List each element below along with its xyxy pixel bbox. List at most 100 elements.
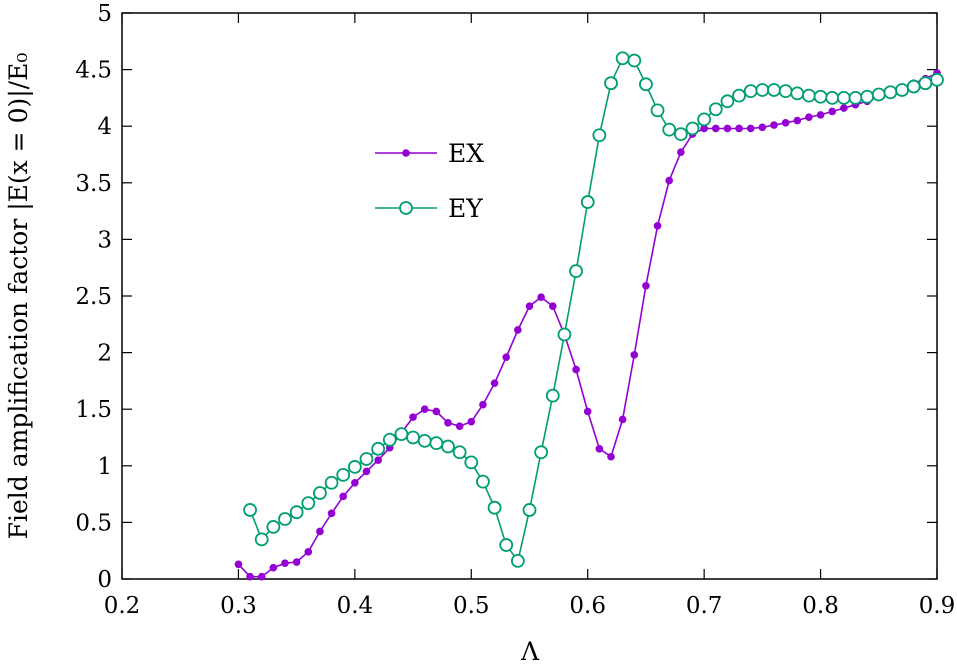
- data-point-ey: [580, 195, 595, 209]
- data-point-ex: [432, 407, 441, 416]
- data-point-ey: [732, 88, 746, 103]
- data-point-ex: [514, 326, 522, 334]
- data-point-ex: [292, 558, 301, 566]
- legend-entry-ex: EX: [375, 139, 484, 168]
- data-point-ey: [301, 496, 316, 511]
- data-point-ex: [304, 548, 313, 556]
- data-point-ex: [548, 302, 557, 310]
- x-tick-label: 0.5: [453, 593, 490, 619]
- data-point-ey: [452, 445, 467, 460]
- x-tick-label: 0.9: [919, 593, 956, 619]
- data-point-ex: [607, 452, 615, 461]
- data-point-ey: [313, 486, 327, 500]
- data-point-ex: [816, 111, 825, 119]
- data-point-ey: [848, 91, 863, 105]
- data-point-ey: [359, 452, 374, 466]
- data-point-ex: [805, 113, 813, 121]
- data-point-ex: [653, 222, 662, 230]
- legend: EX EY: [375, 139, 484, 223]
- ticks: [121, 12, 938, 580]
- data-point-ex: [409, 413, 417, 421]
- x-tick-label: 0.8: [802, 593, 839, 619]
- y-tick-label: 5: [97, 1, 112, 27]
- data-point-ey: [871, 87, 886, 102]
- data-point-ex: [828, 107, 837, 116]
- data-point-ex: [618, 415, 627, 424]
- data-point-ey: [685, 121, 700, 136]
- series-line-ex: [237, 72, 938, 578]
- data-point-ey: [825, 91, 840, 105]
- data-point-ey: [545, 388, 560, 403]
- data-point-ey: [673, 127, 688, 142]
- series-ey: [243, 51, 944, 568]
- data-point-ey: [347, 460, 362, 474]
- data-point-ey: [510, 553, 525, 568]
- data-point-ey: [476, 474, 490, 489]
- y-tick-label: 4: [97, 114, 112, 140]
- data-point-ex: [525, 302, 534, 310]
- data-point-ey: [394, 427, 409, 442]
- data-point-ex: [537, 293, 545, 301]
- data-point-ex: [572, 365, 580, 374]
- data-point-ex: [840, 104, 848, 112]
- data-point-ey: [743, 84, 758, 99]
- data-point-ey: [639, 77, 653, 92]
- data-point-ex: [793, 116, 802, 125]
- data-point-ex: [467, 417, 476, 426]
- series-layer: [234, 51, 944, 581]
- data-point-ey: [382, 432, 397, 447]
- data-point-ex: [234, 560, 243, 569]
- data-point-ey: [499, 538, 514, 552]
- data-point-ey: [802, 88, 816, 103]
- data-point-ey: [406, 430, 420, 445]
- legend-label: EY: [448, 194, 483, 223]
- tick-labels: 0.2 0.3 0.4 0.5 0.6 0.7 0.8 0.9 0 0.5 1 1.5 2 2.5 3 3.5…: [75, 1, 955, 619]
- data-point-ex: [339, 492, 348, 501]
- data-point-ex: [420, 405, 429, 414]
- data-point-ey: [627, 53, 642, 68]
- data-point-ey: [278, 512, 292, 526]
- y-tick-label: 4.5: [75, 58, 112, 84]
- data-point-ey: [243, 503, 257, 517]
- x-tick-label: 0.7: [686, 593, 723, 619]
- data-point-ey: [429, 436, 444, 451]
- data-point-ey: [836, 91, 851, 105]
- data-point-ey: [592, 128, 607, 143]
- data-point-ex: [630, 351, 639, 359]
- data-point-ey: [604, 76, 618, 91]
- x-axis-title: Λ: [520, 637, 540, 664]
- legend-entry-ey: EY: [375, 194, 483, 223]
- data-point-ey: [569, 264, 583, 278]
- data-point-ey: [522, 503, 537, 517]
- data-point-ey: [790, 86, 805, 101]
- data-point-ex: [595, 445, 604, 453]
- data-point-ex: [316, 527, 324, 536]
- x-tick-label: 0.4: [337, 593, 374, 619]
- data-point-ex: [781, 119, 790, 127]
- data-point-ex: [351, 478, 359, 487]
- data-point-ex: [665, 176, 674, 185]
- data-point-ex: [758, 123, 767, 132]
- data-point-ey: [336, 467, 351, 482]
- data-point-ex: [583, 407, 592, 416]
- data-point-ey: [860, 89, 875, 104]
- y-tick-label: 2: [97, 341, 112, 367]
- y-tick-label: 3.5: [75, 171, 112, 197]
- y-tick-label: 1.5: [75, 397, 112, 423]
- data-point-ex: [770, 121, 778, 129]
- data-point-ex: [479, 400, 487, 409]
- data-point-ex: [269, 563, 278, 572]
- data-point-ex: [711, 124, 720, 133]
- data-point-ey: [906, 79, 921, 94]
- series-ex: [234, 69, 941, 581]
- data-point-ey: [441, 439, 455, 454]
- data-point-ey: [417, 433, 432, 448]
- data-point-ex: [455, 422, 464, 430]
- y-tick-label: 0: [97, 567, 112, 593]
- data-point-ey: [697, 112, 712, 127]
- data-point-ex: [642, 282, 650, 290]
- data-point-ex: [362, 467, 371, 476]
- data-point-ey: [615, 51, 630, 66]
- data-point-ex: [327, 509, 336, 518]
